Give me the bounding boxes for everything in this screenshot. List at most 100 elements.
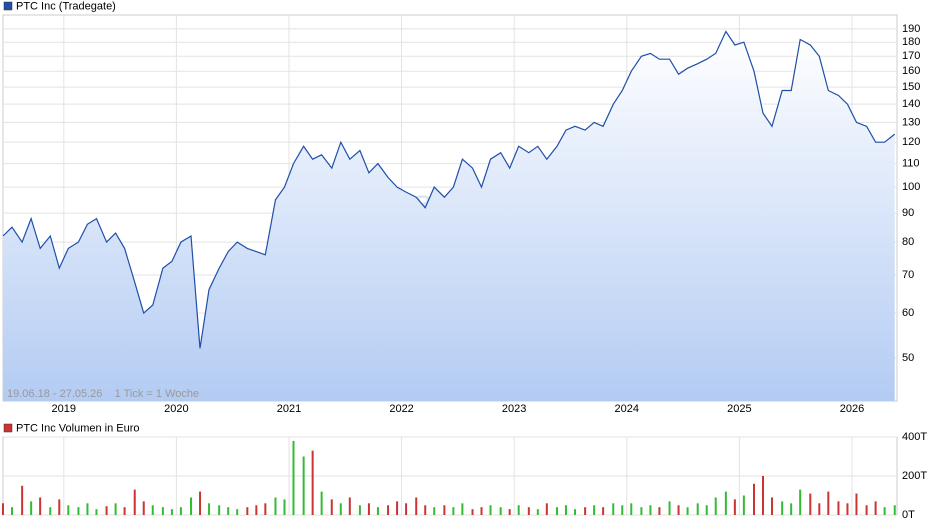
volume-bar [151, 505, 154, 515]
volume-bar [818, 503, 821, 515]
volume-bar [161, 507, 164, 515]
volume-bar [771, 497, 774, 515]
volume-bar [733, 499, 736, 515]
volume-bar [658, 507, 661, 515]
volume-bar [49, 507, 52, 515]
volume-bar [283, 499, 286, 515]
y-tick-label: 100 [902, 181, 920, 193]
volume-bar [208, 503, 211, 515]
volume-bar [274, 497, 277, 515]
volume-bar [227, 507, 230, 515]
y-tick-label: 140 [902, 98, 920, 110]
y-tick-label: 160 [902, 65, 920, 77]
y-tick-label: 50 [902, 352, 914, 364]
volume-bar [461, 503, 464, 515]
volume-bar [668, 501, 671, 515]
volume-bar [133, 489, 136, 515]
y-tick-label: 0T [902, 509, 915, 521]
legend-swatch [3, 1, 13, 11]
volume-bar [67, 505, 70, 515]
volume-bar [236, 509, 239, 515]
volume-bar [602, 507, 605, 515]
volume-bar [170, 509, 173, 515]
x-tick-label: 2026 [840, 403, 864, 415]
y-tick-label: 200T [902, 470, 927, 482]
y-tick-label: 150 [902, 81, 920, 93]
volume-bar [883, 507, 886, 515]
volume-bar [621, 505, 624, 515]
volume-bar [471, 509, 474, 515]
chart-title: PTC Inc (Tradegate) [16, 0, 116, 12]
volume-bar [415, 497, 418, 515]
volume-bar [677, 505, 680, 515]
volume-bar [190, 497, 193, 515]
volume-bar [649, 505, 652, 515]
volume-bar [762, 476, 765, 515]
volume-bar [517, 505, 520, 515]
y-tick-label: 70 [902, 269, 914, 281]
x-tick-label: 2019 [52, 403, 76, 415]
y-tick-label: 80 [902, 236, 914, 248]
volume-bar [246, 507, 249, 515]
volume-bar [433, 507, 436, 515]
volume-bar [865, 505, 868, 515]
volume-bar [348, 497, 351, 515]
volume-bar [292, 440, 295, 515]
volume-bar [855, 493, 858, 515]
volume-bar [405, 503, 408, 515]
volume-bar [480, 507, 483, 515]
volume-bar [536, 509, 539, 515]
y-tick-label: 170 [902, 50, 920, 62]
y-tick-label: 190 [902, 23, 920, 35]
volume-bar [105, 506, 108, 515]
volume-bar [508, 509, 511, 515]
volume-bar [809, 493, 812, 515]
volume-bar [311, 450, 314, 515]
volume-bar [376, 507, 379, 515]
price-line [2, 30, 896, 349]
price-area [3, 31, 895, 401]
volume-bar [593, 505, 596, 515]
volume-bar [724, 491, 727, 515]
volume-bar [218, 505, 221, 515]
volume-bar [837, 501, 840, 515]
volume-bar [396, 501, 399, 515]
volume-bar [58, 499, 61, 515]
volume-bar [499, 507, 502, 515]
volume-bar [893, 505, 896, 515]
volume-bar [781, 501, 784, 515]
y-tick-label: 90 [902, 207, 914, 219]
volume-bar [95, 509, 98, 515]
volume-bar [2, 503, 4, 515]
volume-bar [11, 507, 14, 515]
y-tick-label: 130 [902, 116, 920, 128]
volume-bar [123, 507, 126, 515]
volume-bar [179, 507, 182, 515]
volume-bar [630, 503, 633, 515]
volume-bar [790, 503, 793, 515]
volume-bar [545, 503, 548, 515]
volume-bar [358, 505, 361, 515]
x-tick-label: 2021 [277, 403, 301, 415]
volume-bar [827, 491, 830, 515]
volume-bar [799, 489, 802, 515]
volume-bar [640, 507, 643, 515]
volume-bar [367, 503, 370, 515]
volume-bar [489, 505, 492, 515]
subtitle: 19.06.18 - 27.05.26 1 Tick = 1 Woche [7, 388, 199, 400]
volume-bar [339, 503, 342, 515]
volume-bar [555, 507, 558, 515]
volume-bar [443, 505, 446, 515]
volume-bar [564, 505, 567, 515]
volume-bar [696, 503, 699, 515]
y-tick-label: 120 [902, 136, 920, 148]
volume-bar [320, 491, 323, 515]
y-tick-label: 400T [902, 431, 927, 443]
volume-bar [142, 501, 145, 515]
volume-bar [612, 503, 615, 515]
volume-bar [424, 505, 427, 515]
volume-bar [705, 505, 708, 515]
x-tick-label: 2024 [615, 403, 639, 415]
volume-bar [30, 501, 33, 515]
